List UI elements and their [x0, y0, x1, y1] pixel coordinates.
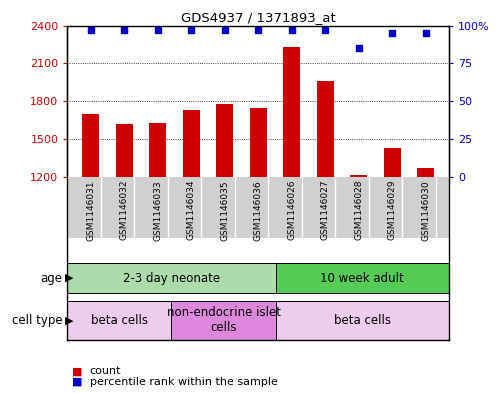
Bar: [283, 47, 300, 177]
Text: GSM1146028: GSM1146028: [354, 180, 363, 241]
Text: GSM1146029: GSM1146029: [388, 180, 397, 241]
Text: GSM1146036: GSM1146036: [253, 180, 263, 241]
Text: GSM1146034: GSM1146034: [187, 180, 196, 241]
Text: non-endocrine islet
cells: non-endocrine islet cells: [167, 306, 280, 334]
Bar: [384, 148, 401, 177]
Bar: [67, 263, 275, 293]
Text: beta cells: beta cells: [91, 314, 148, 327]
Text: GSM1146031: GSM1146031: [86, 180, 95, 241]
Bar: [116, 124, 133, 177]
Text: GSM1146035: GSM1146035: [220, 180, 229, 241]
Bar: [250, 108, 266, 177]
Bar: [172, 301, 275, 340]
Bar: [183, 110, 200, 177]
Title: GDS4937 / 1371893_at: GDS4937 / 1371893_at: [181, 11, 336, 24]
Text: beta cells: beta cells: [334, 314, 391, 327]
Text: GSM1146032: GSM1146032: [120, 180, 129, 241]
Text: 2-3 day neonate: 2-3 day neonate: [123, 272, 220, 285]
Text: count: count: [90, 366, 121, 376]
Bar: [82, 114, 99, 177]
Text: ▶: ▶: [65, 273, 73, 283]
Text: cell type: cell type: [12, 314, 62, 327]
Text: ■: ■: [72, 377, 83, 387]
Bar: [67, 301, 172, 340]
Bar: [217, 104, 233, 177]
Text: percentile rank within the sample: percentile rank within the sample: [90, 377, 278, 387]
Bar: [149, 123, 166, 177]
Text: GSM1146026: GSM1146026: [287, 180, 296, 241]
Bar: [275, 301, 449, 340]
Bar: [417, 168, 434, 177]
Text: age: age: [40, 272, 62, 285]
Text: GSM1146030: GSM1146030: [421, 180, 430, 241]
Bar: [350, 175, 367, 177]
Text: ■: ■: [72, 366, 83, 376]
Text: GSM1146027: GSM1146027: [321, 180, 330, 241]
Text: GSM1146033: GSM1146033: [153, 180, 162, 241]
Text: 10 week adult: 10 week adult: [320, 272, 404, 285]
Text: ▶: ▶: [65, 315, 73, 325]
Bar: [317, 81, 333, 177]
Bar: [275, 263, 449, 293]
